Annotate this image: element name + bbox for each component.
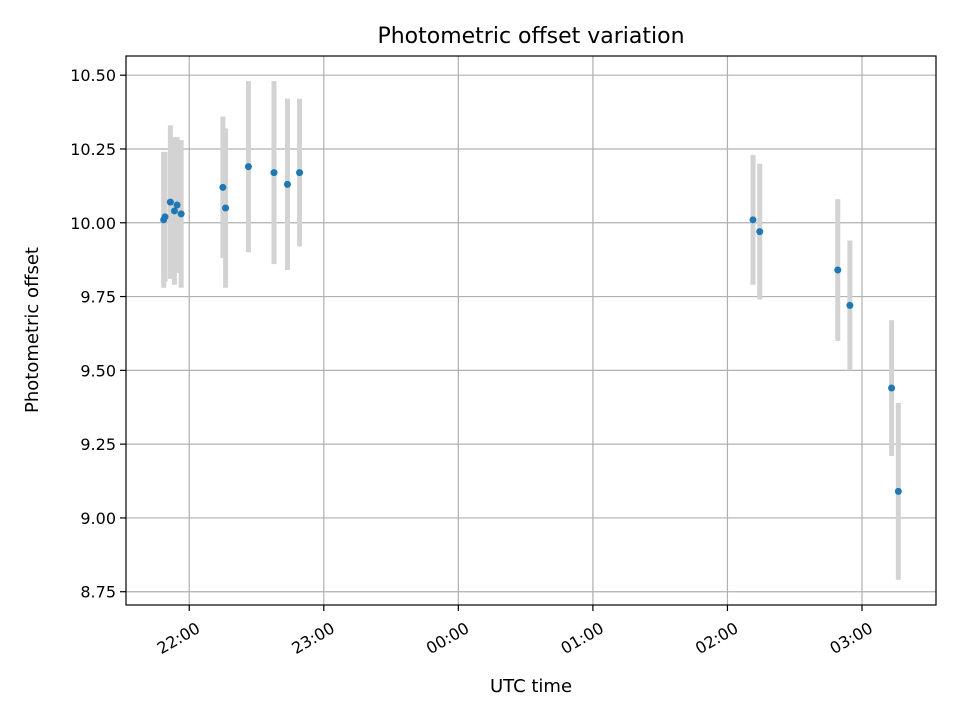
- data-point: [170, 207, 178, 215]
- data-points: [160, 163, 902, 495]
- data-point: [222, 204, 230, 212]
- y-tick-label: 10.50: [70, 66, 116, 85]
- data-point: [834, 266, 842, 274]
- y-tick-label: 8.75: [80, 583, 116, 602]
- plot-frame: [125, 55, 937, 606]
- data-point: [894, 487, 902, 495]
- x-axis-label: UTC time: [490, 676, 572, 697]
- y-tick-label: 10.00: [70, 214, 116, 233]
- data-point: [244, 163, 252, 171]
- y-tick-label: 9.50: [80, 361, 116, 380]
- y-axis-ticks: 8.75 9.00 9.25 9.50 9.75 10.00 10.25 10.50: [70, 66, 126, 602]
- data-point: [296, 169, 304, 177]
- grid-lines: [126, 56, 936, 605]
- chart-title: Photometric offset variation: [377, 24, 684, 49]
- data-point: [749, 216, 757, 224]
- y-tick-label: 10.25: [70, 140, 116, 159]
- data-point: [756, 228, 764, 236]
- data-point: [161, 213, 169, 221]
- data-point: [166, 198, 174, 206]
- data-point: [888, 384, 896, 392]
- y-tick-label: 9.25: [80, 435, 116, 454]
- data-point: [283, 180, 291, 188]
- data-point: [177, 210, 185, 218]
- data-point: [173, 201, 181, 209]
- y-tick-label: 9.00: [80, 509, 116, 528]
- data-point: [846, 301, 854, 309]
- data-point: [219, 183, 227, 191]
- data-point: [270, 169, 278, 177]
- y-tick-label: 9.75: [80, 288, 116, 307]
- y-axis-label: Photometric offset: [22, 247, 43, 413]
